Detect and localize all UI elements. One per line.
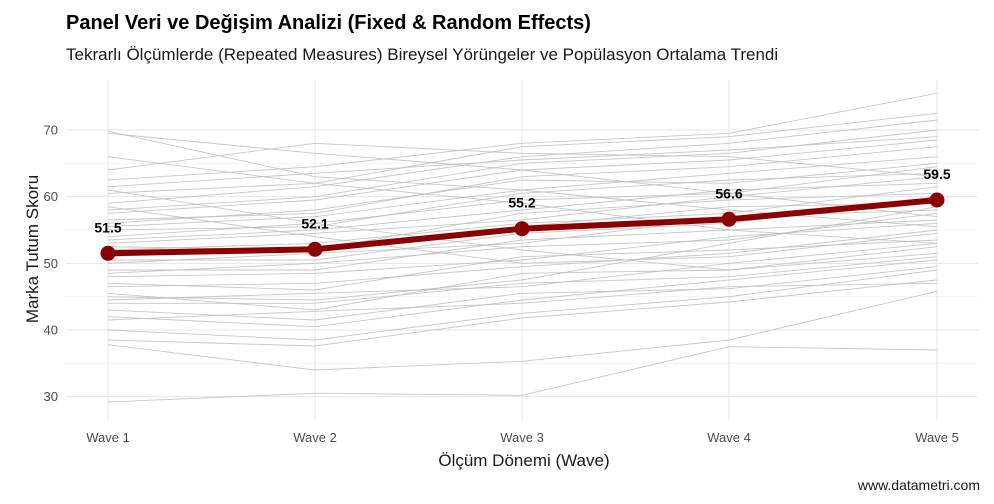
y-tick-label: 40 xyxy=(44,323,58,338)
individual-trajectory xyxy=(107,239,938,291)
individual-trajectory xyxy=(107,279,938,347)
mean-data-label: 52.1 xyxy=(301,215,328,231)
mean-point xyxy=(721,211,737,227)
mean-point xyxy=(307,241,323,257)
mean-point xyxy=(514,221,530,237)
mean-trend xyxy=(100,192,945,261)
x-tick-label: Wave 5 xyxy=(915,430,959,445)
individual-trajectory xyxy=(107,146,938,221)
x-tick-label: Wave 1 xyxy=(86,430,130,445)
individual-trajectory xyxy=(107,346,938,403)
individual-trajectory xyxy=(107,222,938,278)
individual-trajectory xyxy=(107,269,938,341)
individual-trajectory xyxy=(107,176,938,244)
y-tick-label: 70 xyxy=(44,123,58,138)
data-labels: 51.5 52.1 55.2 56.6 59.5 xyxy=(94,166,950,235)
individual-trajectory xyxy=(107,206,938,301)
y-tick-label: 50 xyxy=(44,256,58,271)
individual-trajectory xyxy=(107,206,938,264)
individual-trajectory xyxy=(107,282,938,321)
x-tick-label: Wave 4 xyxy=(707,430,751,445)
individual-trajectory xyxy=(107,182,938,241)
axes: 30 40 50 60 70 Wave 1 Wave 2 Wave 3 Wave 4 Wave 5 xyxy=(44,123,959,446)
individual-trajectory xyxy=(107,119,938,204)
x-axis-title: Ölçüm Dönemi (Wave) xyxy=(438,451,609,470)
y-tick-label: 30 xyxy=(44,389,58,404)
individual-trajectory xyxy=(107,142,938,178)
mean-data-label: 51.5 xyxy=(94,219,121,235)
y-axis-title: Marka Tutum Skoru xyxy=(23,175,42,323)
x-tick-label: Wave 2 xyxy=(293,430,337,445)
individual-trajectory xyxy=(108,256,938,304)
mean-data-label: 59.5 xyxy=(923,166,950,182)
chart-caption: www.datametri.com xyxy=(857,477,980,493)
individual-trajectory xyxy=(107,189,938,271)
individual-trajectory xyxy=(107,136,938,188)
individual-trajectory xyxy=(107,156,938,244)
individual-trajectory xyxy=(107,172,938,231)
individual-trajectory xyxy=(107,259,938,328)
x-tick-label: Wave 3 xyxy=(500,430,544,445)
individual-trajectory xyxy=(107,246,938,311)
individual-trajectory xyxy=(107,162,938,224)
individual-trajectory xyxy=(107,266,938,321)
individual-trajectory xyxy=(107,92,938,181)
individual-trajectory xyxy=(107,290,938,371)
mean-data-label: 56.6 xyxy=(715,185,742,201)
y-tick-label: 60 xyxy=(44,189,58,204)
individual-trajectory xyxy=(107,132,938,218)
individual-trajectory xyxy=(108,219,938,271)
individual-trajectory xyxy=(107,229,938,288)
mean-data-label: 55.2 xyxy=(508,195,535,211)
mean-point xyxy=(100,245,116,261)
chart-title: Panel Veri ve Değişim Analizi (Fixed & R… xyxy=(66,12,591,34)
mean-point xyxy=(929,192,945,208)
individual-trajectory xyxy=(107,242,938,301)
individual-trajectories xyxy=(107,92,938,403)
individual-trajectory xyxy=(107,112,938,194)
chart-subtitle: Tekrarlı Ölçümlerde (Repeated Measures) … xyxy=(66,45,779,64)
